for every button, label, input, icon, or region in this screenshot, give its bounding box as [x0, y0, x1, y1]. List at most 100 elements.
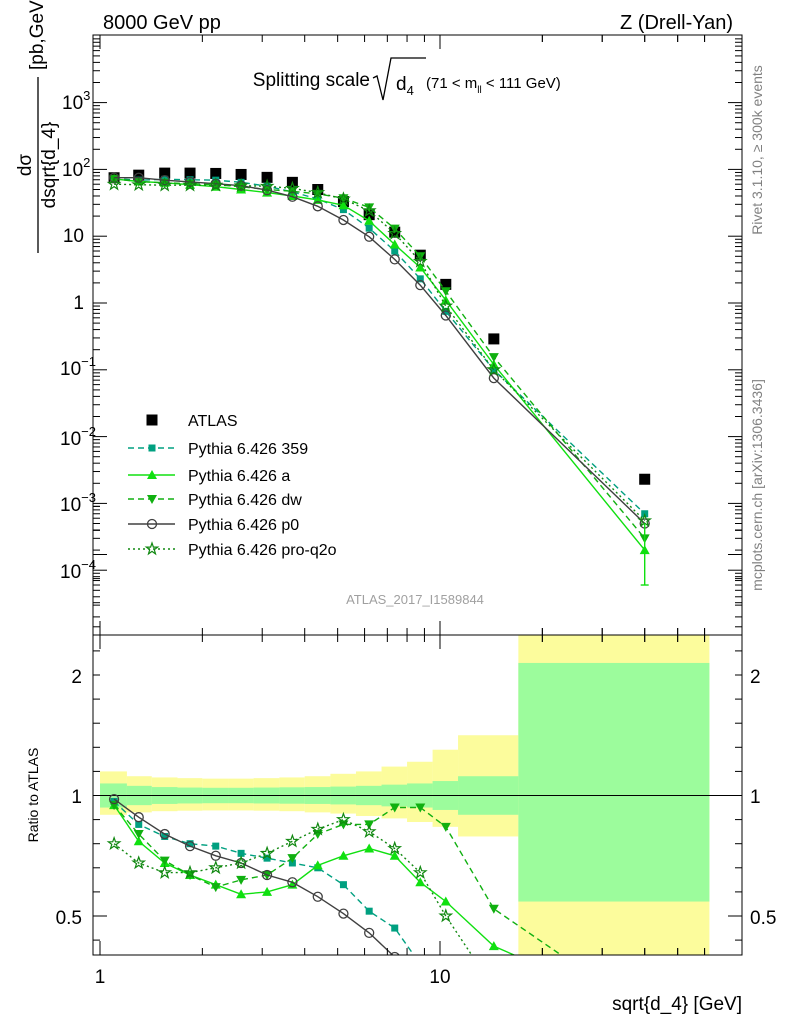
main-line-pdw: [114, 178, 646, 539]
ratio-point-p359: [212, 842, 220, 850]
side-mcplots-label: mcplots.cern.ch [arXiv:1306.3436]: [749, 379, 765, 591]
y-tick-label-1e3: 103: [62, 88, 90, 114]
main-point-pp0: [440, 310, 451, 321]
ratio-point-pdw: [488, 904, 499, 914]
ratio-point-pq2o: [182, 864, 198, 880]
main-point-pq2o: [335, 191, 351, 206]
main-point-pq2o: [361, 202, 377, 218]
ratio-point-pdw: [236, 875, 247, 885]
ratio-point-pq2o: [488, 982, 499, 993]
main-point-p359: [490, 366, 498, 374]
main-series-pp0: [108, 172, 650, 529]
ratio-y-label-2-right: 2: [750, 667, 761, 688]
main-point-data: [235, 168, 247, 180]
ratio-point-pp0: [489, 1008, 498, 1017]
main-point-pp0: [389, 254, 400, 265]
ratio-point-pq2o: [412, 864, 428, 879]
main-point-pp0: [184, 176, 196, 188]
ratio-line-pdw: [113, 804, 563, 955]
ratio-line-pa: [113, 804, 516, 955]
ratio-point-pa: [415, 877, 426, 887]
ratio-point-pq2o: [233, 855, 249, 870]
main-point-p359: [237, 178, 245, 186]
ratio-point-p359: [135, 820, 143, 828]
ratio-point-p359: [186, 840, 194, 848]
ratio-uncertainty-bands: [100, 635, 710, 955]
ratio-y-label-1-right: 1: [750, 787, 761, 808]
ratio-point-pdw: [210, 883, 221, 893]
main-point-pq2o: [412, 253, 428, 268]
y-tick-label-1e-1: 10−1: [60, 354, 96, 380]
main-point-pp0: [338, 214, 349, 226]
ratio-point-pa: [440, 896, 451, 906]
ratio-line-pp0: [113, 798, 394, 955]
main-series-pq2o: [106, 176, 653, 528]
x-axis-label: sqrt{d_4} [GeV]: [612, 994, 742, 1015]
title-mass-range: (71 < mll < 111 GeV): [426, 75, 561, 96]
ratio-point-pdw: [133, 830, 144, 840]
ratio-y-label-05-right: 0.5: [750, 908, 776, 929]
main-point-pq2o: [284, 180, 300, 195]
legend-marker-pa: [147, 470, 157, 479]
main-point-pq2o: [208, 177, 224, 192]
main-point-data: [440, 278, 452, 290]
main-point-pa: [338, 200, 349, 210]
ratio-curves: [106, 793, 563, 1017]
legend-marker-pdw: [147, 495, 157, 504]
x-tick-label-1: 1: [95, 967, 106, 988]
main-point-pdw: [440, 287, 451, 297]
ratio-point-p359: [263, 854, 271, 862]
main-point-pq2o: [233, 177, 249, 193]
main-point-p359: [391, 247, 399, 255]
ratio-y-axis-label: Ratio to ATLAS: [25, 748, 41, 843]
main-point-pa: [389, 239, 400, 249]
main-point-pp0: [488, 372, 499, 384]
y-tick-label-10: 10: [63, 226, 84, 247]
ratio-y-tick-labels: 2 1 0.5 2 1 0.5: [56, 667, 777, 929]
main-y-tick-labels: 10−4 10−3 10−2 10−1 1 10 102 103: [60, 88, 96, 583]
main-point-p359: [416, 275, 424, 283]
legend: ATLAS Pythia 6.426 359 Pythia 6.426 a Py…: [128, 413, 337, 559]
main-line-pp0: [114, 176, 646, 525]
main-point-pq2o: [310, 184, 326, 199]
ratio-point-pp0: [389, 951, 400, 955]
main-point-data: [159, 167, 171, 179]
ratio-y-label-05-left: 0.5: [56, 908, 82, 929]
main-point-pq2o: [259, 178, 275, 193]
ratio-point-pq2o: [259, 845, 275, 860]
main-point-pq2o: [486, 362, 502, 377]
y-tick-label-1e-2: 10−2: [60, 424, 96, 450]
main-point-pa: [415, 262, 426, 272]
main-line-p359: [114, 177, 646, 515]
ratio-point-pdw: [287, 854, 298, 864]
ratio-point-p359: [161, 832, 169, 840]
ratio-y-label-1-left: 1: [71, 787, 82, 808]
main-line-pq2o: [114, 183, 646, 522]
ratio-point-pp0: [108, 793, 120, 805]
ratio-point-pq2o: [387, 840, 403, 855]
main-point-pq2o: [106, 176, 122, 191]
main-point-pq2o: [157, 177, 173, 192]
ratio-series-pp0: [108, 793, 498, 1017]
x-tick-label-10: 10: [429, 967, 450, 988]
ratio-point-pa: [364, 843, 375, 853]
main-point-data: [133, 169, 145, 181]
title-symbol: d4: [396, 74, 414, 98]
ratio-point-p359: [237, 849, 245, 857]
legend-label-dw: Pythia 6.426 dw: [188, 492, 302, 509]
ratio-point-pp0: [338, 908, 349, 919]
y-tick-label-1e-3: 10−3: [60, 490, 96, 516]
main-point-pp0: [133, 172, 144, 183]
ratio-point-pq2o: [131, 855, 147, 870]
main-point-pdw: [488, 353, 499, 363]
header-left: 8000 GeV pp: [103, 12, 221, 34]
ratio-point-pq2o: [310, 821, 326, 836]
legend-label-a: Pythia 6.426 a: [188, 468, 290, 485]
ratio-point-p359: [490, 1009, 497, 1016]
main-point-data: [184, 167, 196, 179]
legend-marker-data: [146, 414, 158, 426]
main-series-p359: [110, 175, 649, 518]
ratio-line-pq2o: [113, 818, 473, 955]
header-right: Z (Drell-Yan): [620, 12, 733, 34]
